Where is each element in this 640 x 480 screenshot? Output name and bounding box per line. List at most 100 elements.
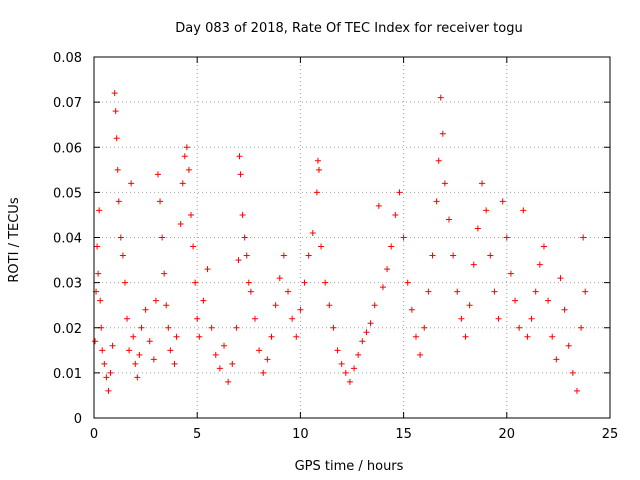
- data-point: [99, 347, 106, 354]
- data-point: [375, 202, 382, 209]
- data-point: [318, 243, 325, 250]
- data-point: [417, 351, 424, 358]
- data-point: [435, 157, 442, 164]
- data-point: [313, 189, 320, 196]
- data-point: [487, 252, 494, 259]
- data-point: [229, 360, 236, 367]
- data-point: [557, 275, 564, 282]
- data-point: [532, 288, 539, 295]
- data-point: [322, 279, 329, 286]
- data-point: [338, 360, 345, 367]
- data-point: [212, 351, 219, 358]
- data-point: [520, 207, 527, 214]
- y-tick-label: 0.05: [53, 186, 82, 201]
- data-point: [561, 306, 568, 313]
- data-point: [225, 378, 232, 385]
- data-point: [194, 315, 201, 322]
- data-point: [384, 266, 391, 273]
- data-point: [573, 387, 580, 394]
- data-point: [256, 347, 263, 354]
- data-point: [326, 302, 333, 309]
- x-tick-label: 20: [499, 427, 516, 442]
- y-tick-label: 0.08: [53, 51, 82, 66]
- data-point: [221, 342, 228, 349]
- y-tick-label: 0.07: [53, 96, 82, 111]
- data-point: [101, 360, 108, 367]
- data-point: [524, 333, 531, 340]
- data-point: [171, 360, 178, 367]
- data-point: [466, 302, 473, 309]
- data-point: [512, 297, 519, 304]
- data-point: [117, 234, 124, 241]
- data-point: [503, 234, 510, 241]
- data-point: [297, 306, 304, 313]
- data-point: [121, 279, 128, 286]
- data-point: [272, 302, 279, 309]
- data-point: [549, 333, 556, 340]
- data-point: [346, 378, 353, 385]
- data-point: [114, 166, 121, 173]
- data-point: [446, 216, 453, 223]
- data-point: [301, 279, 308, 286]
- data-point: [268, 333, 275, 340]
- data-point: [109, 342, 116, 349]
- data-point: [237, 171, 244, 178]
- data-point: [200, 297, 207, 304]
- data-point: [425, 288, 432, 295]
- data-point: [181, 153, 188, 160]
- data-point: [371, 302, 378, 309]
- data-point: [351, 365, 358, 372]
- data-point: [264, 356, 271, 363]
- data-point: [192, 279, 199, 286]
- plot-frame: [93, 56, 611, 419]
- data-point: [113, 135, 120, 142]
- data-point: [528, 315, 535, 322]
- data-point: [470, 261, 477, 268]
- data-point: [146, 338, 153, 345]
- data-point: [516, 324, 523, 331]
- data-point: [491, 288, 498, 295]
- data-point: [280, 252, 287, 259]
- axes: 0 5 10 15 20 25 0 0.01 0.02 0.03 0.04 0.05 0.06 0.07 0…: [53, 51, 618, 442]
- data-point: [540, 243, 547, 250]
- data-point: [92, 338, 99, 345]
- data-point: [136, 351, 143, 358]
- data-point: [138, 324, 145, 331]
- data-point: [150, 356, 157, 363]
- data-point: [157, 198, 164, 205]
- x-tick-label: 5: [193, 427, 201, 442]
- data-point: [569, 369, 576, 376]
- x-axis-label: GPS time / hours: [295, 459, 404, 474]
- data-point: [107, 369, 114, 376]
- data-point: [236, 153, 243, 160]
- data-point: [196, 333, 203, 340]
- data-point: [450, 252, 457, 259]
- data-point: [119, 252, 126, 259]
- data-point: [342, 369, 349, 376]
- data-point: [152, 297, 159, 304]
- data-point: [130, 333, 137, 340]
- data-point: [330, 324, 337, 331]
- data-point: [462, 333, 469, 340]
- data-point: [142, 306, 149, 313]
- data-point: [499, 198, 506, 205]
- x-tick-label: 0: [90, 427, 98, 442]
- data-point: [247, 288, 254, 295]
- data-point: [126, 347, 133, 354]
- data-point: [132, 360, 139, 367]
- data-point: [392, 211, 399, 218]
- data-point: [204, 266, 211, 273]
- data-point: [578, 324, 585, 331]
- data-point: [285, 288, 292, 295]
- data-point: [474, 225, 481, 232]
- data-point: [241, 234, 248, 241]
- data-point: [185, 166, 192, 173]
- y-tick-label: 0: [74, 412, 82, 427]
- data-point: [483, 207, 490, 214]
- data-point: [124, 315, 131, 322]
- data-point: [367, 320, 374, 327]
- data-point: [580, 234, 587, 241]
- data-point: [208, 324, 215, 331]
- data-point: [396, 189, 403, 196]
- data-point: [188, 211, 195, 218]
